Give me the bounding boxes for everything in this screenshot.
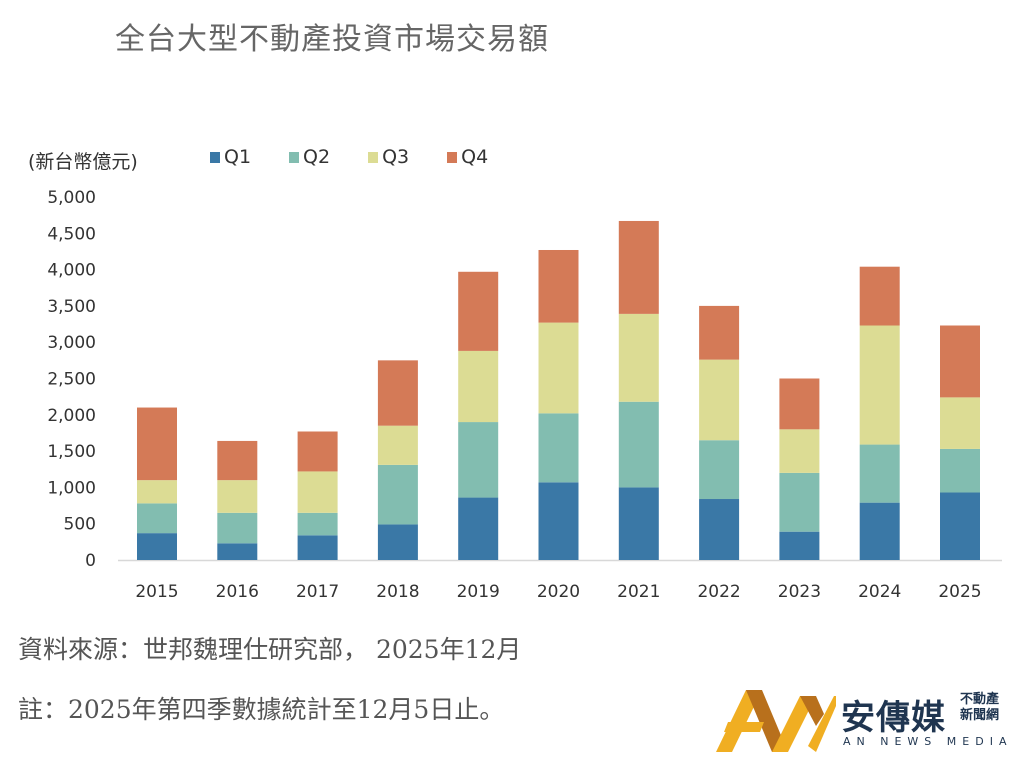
legend-swatch [368, 151, 379, 163]
y-tick-label: 4,500 [47, 224, 96, 244]
bar-2015-q2 [137, 503, 177, 534]
bar-2023-q1 [779, 531, 820, 560]
bar-2020-q3 [538, 322, 579, 414]
y-tick-label: 1,000 [47, 478, 96, 498]
legend: Q1 Q2 Q3 Q4 [210, 146, 488, 168]
y-tick-label: 0 [85, 551, 96, 571]
bar-2022-q3 [699, 359, 740, 441]
bar-2019-q4 [458, 271, 499, 351]
legend-label: Q3 [382, 146, 410, 168]
logo-name-en: AN NEWS MEDIA [843, 735, 1013, 748]
bar-2018-q2 [377, 464, 418, 525]
bar-2025-q2 [940, 448, 980, 493]
bar-2025-q3 [940, 397, 980, 449]
bar-2021-q2 [618, 401, 659, 488]
y-tick-label: 5,000 [47, 188, 96, 208]
bar-2019-q3 [458, 350, 499, 423]
note-text: 註：2025年第四季數據統計至12月5日止。 [18, 695, 505, 724]
x-tick-label: 2025 [938, 582, 981, 602]
legend-item-q1: Q1 [210, 146, 251, 168]
source-text: 資料來源：世邦魏理仕研究部， 2025年12月 [18, 635, 522, 664]
x-tick-label: 2018 [376, 582, 419, 602]
x-tick-label: 2016 [216, 582, 259, 602]
x-tick-label: 2024 [858, 582, 901, 602]
bar-2018-q3 [377, 425, 418, 465]
bar-2019-q2 [458, 422, 499, 498]
legend-label: Q2 [303, 146, 331, 168]
bar-2020-q4 [538, 249, 579, 323]
legend-item-q2: Q2 [289, 146, 330, 168]
x-tick-label: 2019 [457, 582, 500, 602]
bar-2016-q1 [217, 543, 258, 560]
y-axis-unit-label: (新台幣億元) [28, 151, 138, 173]
y-tick-label: 500 [64, 515, 96, 535]
an-logo-mark-icon [716, 690, 836, 752]
bar-2021-q4 [618, 220, 659, 314]
bar-2024-q2 [859, 444, 900, 503]
bar-2020-q1 [538, 482, 579, 560]
x-tick-label: 2015 [135, 582, 178, 602]
bar-2017-q1 [297, 535, 338, 560]
y-tick-label: 4,000 [47, 261, 96, 281]
legend-swatch [289, 151, 300, 163]
y-tick-label: 2,500 [47, 370, 96, 390]
bar-2024-q4 [859, 266, 900, 326]
y-tick-label: 1,500 [47, 442, 96, 462]
bar-2019-q1 [458, 497, 499, 560]
bar-2018-q4 [377, 360, 418, 426]
legend-swatch [447, 151, 458, 163]
bar-2022-q2 [699, 440, 740, 500]
bar-2017-q3 [297, 471, 338, 513]
bar-2024-q3 [859, 325, 900, 445]
chart-title: 全台大型不動產投資市場交易額 [115, 22, 549, 57]
bar-2023-q2 [779, 472, 820, 532]
bar-2016-q4 [217, 440, 258, 481]
bar-2022-q1 [699, 499, 740, 560]
bar-2023-q3 [779, 429, 820, 473]
x-tick-label: 2021 [617, 582, 660, 602]
y-tick-label: 3,000 [47, 333, 96, 353]
bar-2016-q3 [217, 480, 258, 513]
x-tick-label: 2017 [296, 582, 339, 602]
x-tick-label: 2023 [778, 582, 821, 602]
legend-label: Q4 [461, 146, 489, 168]
bar-2015-q3 [137, 480, 177, 504]
logo-sub-line2: 新聞網 [960, 708, 1000, 723]
bar-2021-q1 [618, 487, 659, 560]
legend-item-q4: Q4 [447, 146, 488, 168]
bar-2017-q2 [297, 512, 338, 536]
logo-sub: 不動產 新聞網 [960, 692, 999, 724]
legend-item-q3: Q3 [368, 146, 409, 168]
bar-2020-q2 [538, 413, 579, 483]
bar-2025-q4 [940, 325, 980, 398]
legend-label: Q1 [224, 146, 252, 168]
logo-sub-line1: 不動產 [960, 692, 1000, 707]
bar-2017-q4 [297, 431, 338, 472]
logo-name-cn: 安傳媒 [841, 698, 946, 738]
y-tick-label: 3,500 [47, 297, 96, 317]
bar-2015-q4 [137, 407, 177, 481]
bar-2018-q1 [377, 524, 418, 560]
x-tick-label: 2020 [537, 582, 580, 602]
bar-2023-q4 [779, 378, 820, 430]
bar-2022-q4 [699, 305, 740, 360]
bar-2016-q2 [217, 512, 258, 544]
bar-2024-q1 [859, 502, 900, 560]
x-tick-label: 2022 [697, 582, 740, 602]
y-tick-label: 2,000 [47, 406, 96, 426]
legend-swatch [210, 151, 220, 163]
bar-2015-q1 [137, 533, 177, 560]
bar-2025-q1 [940, 492, 980, 560]
bar-2021-q3 [618, 313, 659, 402]
an-news-media-logo: 安傳媒 不動產 新聞網 AN NEWS MEDIA [716, 686, 1016, 756]
